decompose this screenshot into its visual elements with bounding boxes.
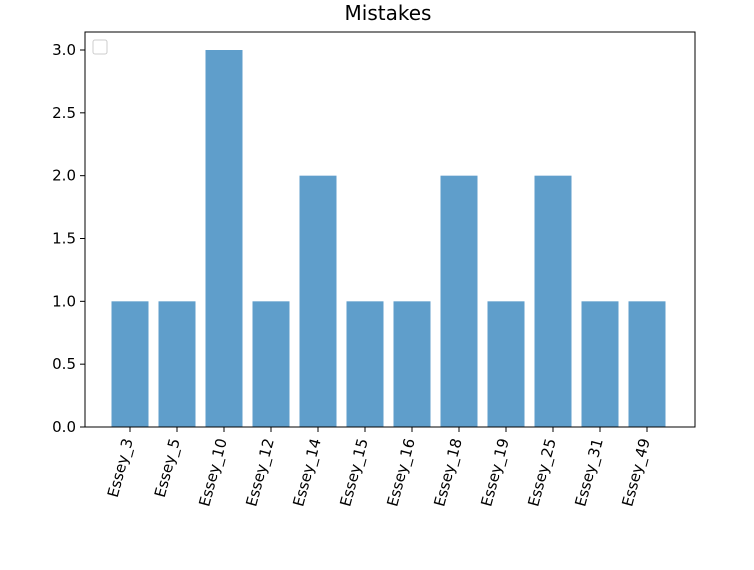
y-tick-label: 1.0 (52, 292, 76, 310)
legend-box (92, 39, 108, 55)
x-tick-label: Essey_18 (430, 436, 466, 508)
x-tick-label: Essey_14 (289, 436, 325, 508)
x-tick-label: Essey_16 (383, 436, 419, 508)
bar (111, 301, 149, 427)
x-axis: Essey_3 Essey_5 Essey_10 Essey_12 Essey_14 Es… (104, 427, 655, 509)
bar (252, 301, 290, 427)
bar (205, 50, 243, 427)
bar (299, 175, 337, 427)
bar (440, 175, 478, 427)
y-tick-label: 2.0 (52, 167, 76, 185)
y-tick-label: 0.5 (52, 355, 76, 373)
y-tick-label: 1.5 (52, 230, 76, 248)
x-tick-label: Essey_25 (524, 436, 560, 508)
bar (581, 301, 619, 427)
bar (158, 301, 196, 427)
x-tick-label: Essey_19 (477, 436, 513, 508)
y-tick-label: 2.5 (52, 104, 76, 122)
plot-frame (84, 31, 696, 428)
bar (346, 301, 384, 427)
bar (534, 175, 572, 427)
chart-title: Mistakes (345, 1, 432, 25)
bar (487, 301, 525, 427)
x-tick-label: Essey_12 (242, 436, 278, 508)
bar (628, 301, 666, 427)
x-tick-label: Essey_5 (151, 436, 185, 499)
bars-layer (111, 50, 666, 427)
y-axis: 0.0 0.5 1.0 1.5 2.0 2.5 3.0 (52, 41, 85, 436)
y-tick-label: 0.0 (52, 418, 76, 436)
x-tick-label: Essey_49 (618, 436, 654, 508)
x-tick-label: Essey_15 (336, 436, 372, 508)
x-tick-label: Essey_3 (104, 436, 138, 499)
x-tick-label: Essey_31 (571, 436, 607, 508)
x-tick-label: Essey_10 (195, 436, 231, 508)
bar (393, 301, 431, 427)
y-tick-label: 3.0 (52, 41, 76, 59)
